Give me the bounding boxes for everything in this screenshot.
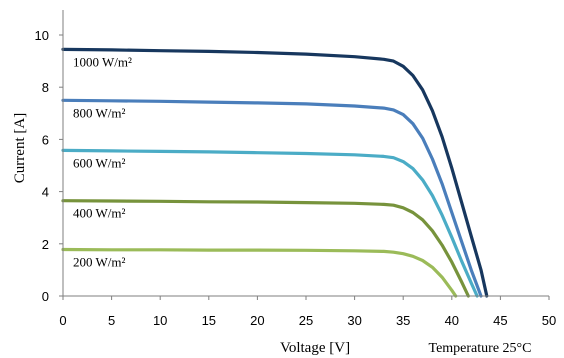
- temperature-note: Temperature 25°C: [429, 341, 532, 356]
- x-tick-label: 25: [299, 313, 313, 328]
- y-tick-label: 6: [42, 132, 49, 147]
- series-curve-200: [61, 247, 458, 298]
- y-axis-title: Current [A]: [12, 113, 28, 183]
- series-curve-400: [61, 199, 470, 298]
- x-tick-label: 15: [202, 313, 216, 328]
- x-axis-title: Voltage [V]: [280, 340, 350, 356]
- series-label-800: 800 W/m²: [73, 105, 126, 120]
- y-tick-label: 10: [35, 28, 49, 43]
- x-tick-label: 40: [445, 313, 459, 328]
- x-tick-label: 20: [250, 313, 264, 328]
- series-labels: 1000 W/m² 800 W/m² 600 W/m² 400 W/m² 200 W/m…: [73, 54, 132, 269]
- series-curve-600: [61, 148, 479, 298]
- x-tick-label: 10: [153, 313, 167, 328]
- x-tick-label: 5: [108, 313, 115, 328]
- x-tick-label: 35: [396, 313, 410, 328]
- y-tick-label: 4: [42, 185, 49, 200]
- x-tick-label: 30: [347, 313, 361, 328]
- y-tick-label: 8: [42, 80, 49, 95]
- series-curve-1000: [61, 47, 489, 298]
- series-label-400: 400 W/m²: [73, 206, 126, 221]
- y-tick-label: 2: [42, 237, 49, 252]
- x-tick-label: 50: [542, 313, 556, 328]
- series-label-200: 200 W/m²: [73, 255, 126, 270]
- x-tick-label: 0: [59, 313, 66, 328]
- curves-layer: [61, 47, 489, 298]
- series-curve-800: [61, 98, 483, 298]
- series-label-600: 600 W/m²: [73, 155, 126, 170]
- x-tick-label: 45: [493, 313, 507, 328]
- y-tick-label: 0: [42, 289, 49, 304]
- y-ticks: 0 2 4 6 8 10: [35, 28, 63, 304]
- series-label-1000: 1000 W/m²: [73, 54, 132, 69]
- x-ticks: 0 5 10 15 20 25 30 35 40 45 50: [59, 296, 556, 328]
